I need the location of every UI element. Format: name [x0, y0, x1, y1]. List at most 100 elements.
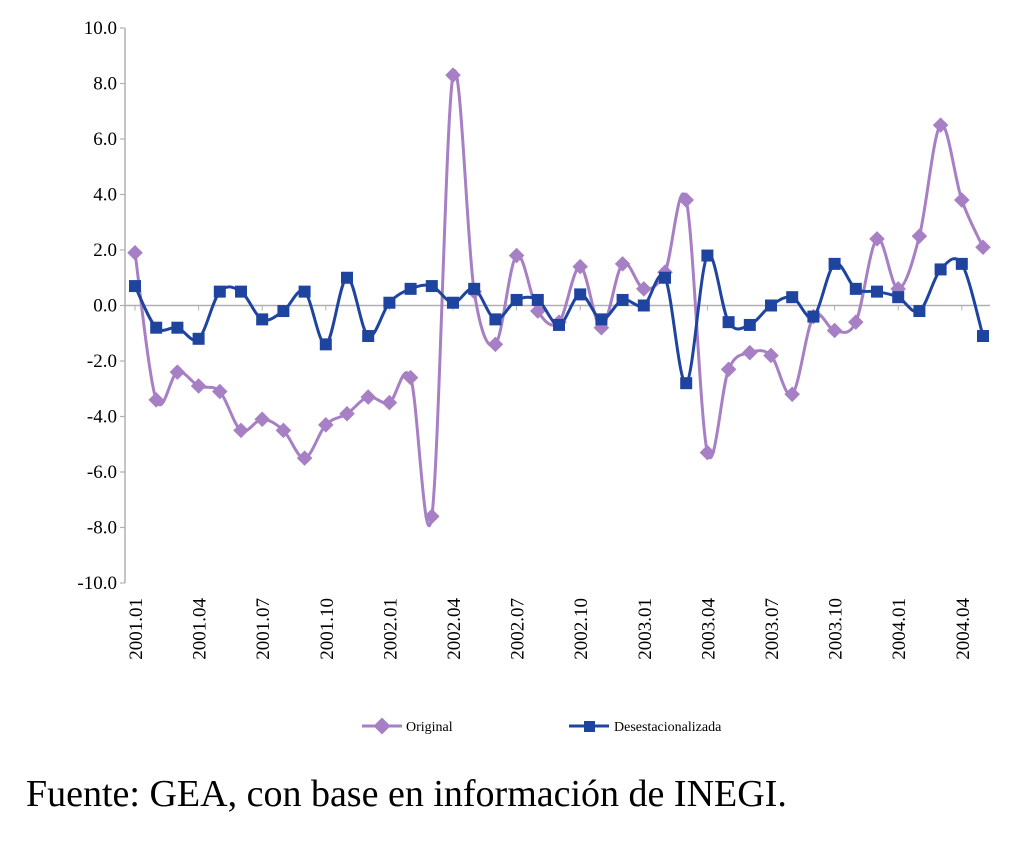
data-point-desestacionalizada: [531, 293, 544, 306]
legend-item-original: Original: [362, 717, 453, 735]
data-point-desestacionalizada: [192, 332, 205, 345]
data-point-desestacionalizada: [659, 271, 671, 284]
data-point-desestacionalizada: [977, 330, 989, 343]
y-tick-label: 8.0: [93, 74, 117, 95]
x-tick-label: 2003.01: [635, 598, 656, 660]
data-point-desestacionalizada: [955, 257, 968, 270]
y-tick-label: -8.0: [87, 518, 117, 539]
y-tick-label: 2.0: [93, 240, 117, 261]
series-original: [127, 67, 991, 528]
data-point-desestacionalizada: [913, 305, 926, 318]
data-point-original: [720, 361, 737, 378]
data-point-desestacionalizada: [489, 313, 502, 326]
x-tick-label: 2002.01: [380, 598, 401, 660]
x-tick-label: 2004.04: [953, 598, 974, 660]
data-point-desestacionalizada: [616, 293, 629, 306]
legend-label-original: Original: [406, 720, 453, 735]
data-point-desestacionalizada: [425, 280, 438, 293]
data-point-original: [360, 389, 376, 405]
data-point-desestacionalizada: [701, 249, 714, 262]
data-point-desestacionalizada: [383, 296, 396, 309]
x-tick-label: 2002.10: [571, 598, 592, 660]
y-tick-label: 0.0: [93, 296, 117, 317]
series-desestacionalizada: [129, 249, 989, 390]
data-point-desestacionalizada: [129, 280, 141, 293]
data-point-original: [169, 364, 186, 380]
data-point-desestacionalizada: [637, 299, 650, 312]
data-point-original: [911, 228, 928, 244]
data-point-desestacionalizada: [828, 257, 841, 270]
data-point-desestacionalizada: [277, 305, 290, 318]
x-tick-label: 2003.04: [698, 598, 719, 660]
data-point-original: [424, 508, 440, 525]
data-point-desestacionalizada: [553, 318, 565, 331]
data-point-desestacionalizada: [235, 285, 247, 298]
data-point-original: [869, 231, 885, 247]
data-point-desestacionalizada: [404, 282, 417, 295]
x-tick-label: 2001.10: [317, 598, 338, 660]
data-point-desestacionalizada: [722, 316, 735, 329]
y-tick-label: 4.0: [93, 185, 117, 206]
data-point-desestacionalizada: [892, 291, 905, 304]
data-point-original: [233, 422, 249, 439]
x-tick-label: 2001.01: [126, 598, 147, 660]
data-point-desestacionalizada: [510, 293, 523, 306]
y-axis-ticks: 10.0 8.0 6.0 4.0 2.0 0.0 -2.0 -4.0 -6.0 -8.0 -10.0: [77, 18, 125, 594]
y-tick-label: -10.0: [77, 573, 117, 594]
legend: Original Desestacionalizada: [362, 717, 722, 735]
data-point-original: [487, 336, 504, 353]
data-point-original: [508, 247, 525, 264]
data-point-original: [254, 411, 270, 428]
data-point-original: [127, 244, 143, 261]
data-point-desestacionalizada: [468, 282, 481, 295]
series-layer: [127, 67, 991, 528]
data-point-original: [614, 256, 631, 272]
data-point-original: [678, 192, 694, 208]
source-note: Fuente: GEA, con base en información de …: [26, 773, 787, 815]
x-tick-label: 2003.07: [762, 598, 783, 660]
data-point-desestacionalizada: [849, 282, 862, 295]
legend-marker-original: [373, 717, 391, 735]
data-point-original: [763, 347, 779, 364]
data-point-desestacionalizada: [743, 318, 756, 331]
y-tick-label: -2.0: [87, 351, 117, 372]
data-point-original: [212, 383, 228, 400]
data-point-desestacionalizada: [447, 296, 459, 309]
y-tick-label: 6.0: [93, 129, 117, 150]
data-point-desestacionalizada: [362, 330, 375, 343]
data-point-desestacionalizada: [574, 288, 587, 301]
y-tick-label: -6.0: [87, 462, 117, 483]
data-point-desestacionalizada: [807, 310, 820, 323]
data-point-desestacionalizada: [319, 338, 332, 351]
legend-marker-desestacionalizada: [584, 721, 595, 732]
x-tick-label: 2001.04: [190, 598, 211, 660]
data-point-desestacionalizada: [256, 313, 269, 326]
data-point-original: [699, 444, 716, 461]
data-point-original: [190, 378, 207, 394]
data-point-desestacionalizada: [680, 377, 693, 390]
x-tick-label: 2004.01: [889, 598, 910, 660]
line-chart: 10.0 8.0 6.0 4.0 2.0 0.0 -2.0 -4.0 -6.0 -8.0 -10.0…: [77, 18, 991, 735]
y-tick-label: 10.0: [84, 18, 117, 39]
data-point-desestacionalizada: [786, 291, 799, 304]
series-line-original: [133, 69, 985, 528]
data-point-desestacionalizada: [171, 321, 184, 334]
x-tick-label: 2002.07: [508, 598, 529, 660]
x-tick-label: 2003.10: [826, 598, 847, 660]
data-point-desestacionalizada: [341, 271, 353, 284]
data-point-original: [148, 392, 164, 408]
data-point-original: [742, 344, 758, 361]
data-point-desestacionalizada: [150, 321, 163, 334]
data-point-original: [975, 239, 991, 256]
data-point-desestacionalizada: [298, 285, 311, 298]
data-point-original: [848, 314, 864, 330]
y-tick-label: -4.0: [87, 407, 117, 428]
data-point-desestacionalizada: [595, 313, 608, 326]
data-point-desestacionalizada: [765, 299, 777, 312]
x-axis-ticks: 2001.01 2001.04 2001.07 2001.10 2002.01 2002.…: [126, 305, 974, 660]
data-point-desestacionalizada: [934, 263, 947, 276]
data-point-desestacionalizada: [213, 285, 226, 298]
x-tick-label: 2001.07: [253, 598, 274, 660]
legend-label-desestacionalizada: Desestacionalizada: [614, 720, 722, 735]
data-point-original: [954, 192, 970, 208]
